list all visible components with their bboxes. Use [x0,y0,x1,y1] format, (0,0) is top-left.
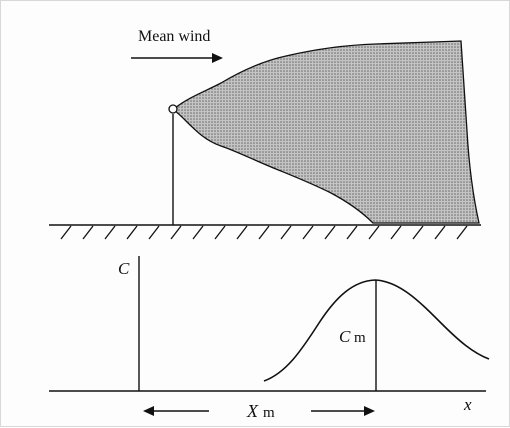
ground-hatch-mark [214,225,226,240]
ground-hatch-mark [126,225,138,240]
ground-hatch-mark [170,225,182,240]
ground-hatch-mark [148,225,160,240]
ground-hatch-mark [412,225,424,240]
ground-hatch-mark [390,225,402,240]
x-axis-label: x [463,395,472,414]
ground-hatch-mark [258,225,270,240]
ground-hatch-mark [324,225,336,240]
x-max-subscript: m [263,405,275,421]
ground-hatch-mark [192,225,204,240]
concentration-curve [263,279,490,382]
c-max-subscript: m [354,330,366,346]
c-max-label: C [339,327,351,346]
concentration-graph: C C m X m x [49,256,490,421]
ground-hatch-mark [60,225,72,240]
wind-arrow [131,53,223,63]
source-point [168,104,178,114]
ground-hatch-mark [368,225,380,240]
ground-hatch-mark [302,225,314,240]
ground [49,224,481,240]
ground-hatch-mark [346,225,358,240]
x-max-arrow-right [311,406,375,416]
c-axis-label: C [118,259,130,278]
ground-hatch-mark [236,225,248,240]
ground-hatch-mark [280,225,292,240]
ground-hatch-mark [82,225,94,240]
ground-hatch-mark [434,225,446,240]
x-max-arrow-left [143,406,209,416]
ground-hatch-mark [104,225,116,240]
x-max-label: X [246,401,259,421]
ground-hatch-mark [456,225,468,240]
plume [174,40,480,224]
mean-wind-label: Mean wind [138,28,210,45]
